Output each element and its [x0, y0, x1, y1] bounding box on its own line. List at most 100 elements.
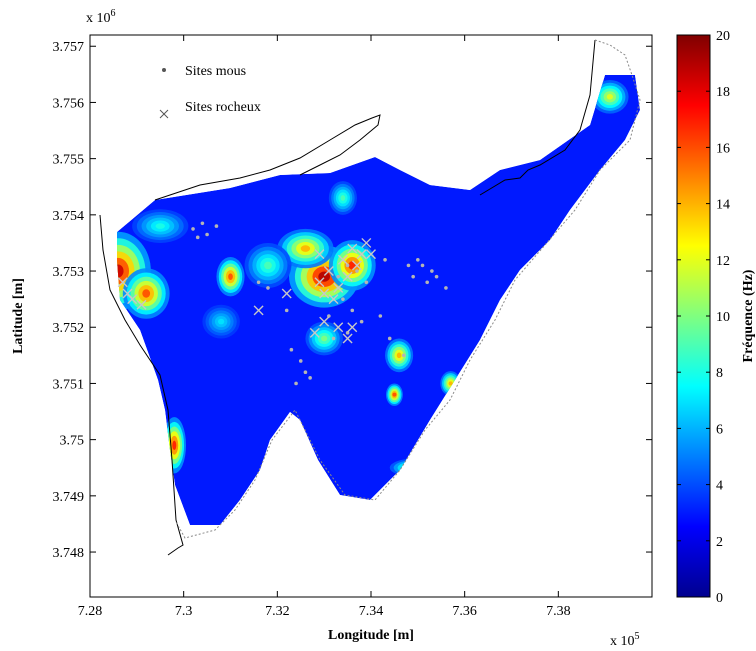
hotspot-8-level-5	[396, 352, 402, 359]
site-rocheux-15	[328, 294, 339, 305]
site-mou-0	[191, 227, 195, 231]
site-mou-28	[294, 381, 298, 386]
hotspot-5-level-5	[228, 273, 233, 280]
y-axis-title: Latitude [m]	[11, 278, 26, 354]
colorbar-tick-label: 12	[716, 254, 730, 269]
y-tick-label: 3.753	[53, 265, 85, 280]
site-rocheux-2	[136, 299, 147, 310]
hotspot-16-level-5	[155, 223, 165, 229]
colorbar-tick-label: 6	[716, 422, 723, 437]
site-mou-24	[444, 286, 448, 290]
field-background	[117, 75, 640, 525]
site-rocheux-stroke	[337, 254, 348, 265]
x-tick-label: 7.3	[175, 604, 193, 619]
site-rocheux-stroke	[333, 282, 344, 293]
site-mou-11	[350, 308, 355, 313]
hotspot-1-level-5	[142, 289, 151, 298]
y-axis: 3.748 3.749 3.75 3.751 3.752 3.753 3.754 3.755 3…	[53, 40, 652, 561]
x-multiplier: x 105	[610, 631, 640, 649]
site-rocheux-17	[309, 327, 320, 338]
x-tick-label: 7.36	[452, 604, 477, 619]
site-rocheux-stroke	[342, 271, 353, 282]
legend: Sites mous Sites rocheux	[159, 64, 261, 119]
legend-mous-label: Sites mous	[185, 64, 246, 79]
y-tick-label: 3.75	[60, 434, 85, 449]
site-mou-9	[341, 297, 345, 301]
site-rocheux-16	[319, 316, 330, 327]
site-rocheux-19	[347, 322, 358, 333]
site-rocheux-stroke	[319, 288, 330, 299]
shoreline-dotted	[175, 39, 641, 539]
site-rocheux-stroke	[356, 249, 367, 260]
site-rocheux-12	[342, 271, 353, 282]
site-rocheux-20	[342, 333, 353, 344]
x-tick-label: 7.32	[265, 604, 290, 619]
site-rocheux-stroke	[314, 249, 325, 260]
site-mou-23	[430, 269, 434, 273]
site-rocheux-23	[314, 277, 325, 288]
site-rocheux-10	[356, 249, 367, 260]
site-mou-25	[289, 347, 294, 352]
site-mou-3	[214, 224, 219, 228]
hotspot-14-level-5	[321, 335, 328, 342]
site-mou-2	[205, 232, 209, 237]
site-rocheux-13	[361, 237, 372, 248]
colorbar-tick-label: 2	[716, 535, 723, 550]
site-rocheux-21	[281, 288, 292, 299]
site-rocheux-3	[117, 277, 128, 288]
site-rocheux-stroke	[117, 277, 128, 288]
site-mou-26	[298, 359, 303, 363]
colorbar-tick-label: 4	[716, 479, 723, 494]
hotspot-10-level-5	[448, 381, 453, 386]
site-mou-22	[434, 274, 439, 279]
site-mou-17	[387, 336, 392, 341]
site-rocheux-stroke	[323, 266, 334, 277]
site-rocheux-stroke	[347, 322, 358, 333]
colorbar-tick-label: 20	[716, 29, 730, 44]
y-multiplier: x 106	[86, 8, 116, 26]
colorbar-tick-label: 18	[716, 85, 730, 100]
legend-rocheux-label: Sites rocheux	[185, 100, 261, 115]
site-rocheux-stroke	[122, 288, 133, 299]
site-rocheux-1	[127, 294, 138, 305]
site-mou-20	[416, 258, 420, 262]
site-rocheux-stroke	[136, 299, 147, 310]
x-tick-label: 7.34	[359, 604, 384, 619]
site-mou-18	[406, 263, 411, 268]
site-rocheux-stroke	[333, 322, 344, 333]
hotspot-7-level-5	[172, 440, 177, 450]
site-rocheux-stroke	[366, 249, 376, 260]
site-mou-12	[359, 319, 364, 324]
site-rocheux-7	[319, 288, 330, 299]
site-mou-8	[364, 280, 369, 285]
coastline-east	[479, 39, 596, 196]
y-tick-label: 3.755	[53, 153, 85, 168]
site-mou-31	[266, 286, 270, 290]
site-rocheux-stroke	[127, 294, 138, 305]
site-mou-32	[256, 280, 261, 285]
hotspot-9-level-5	[392, 392, 397, 397]
legend-mous-marker	[162, 68, 166, 72]
colorbar	[676, 34, 711, 598]
site-rocheux-stroke	[361, 237, 372, 248]
site-rocheux-9	[347, 243, 358, 254]
hotspot-3-level-5	[348, 261, 357, 270]
hotspot-13-level-5	[340, 195, 346, 201]
colorbar-label: Fréquence (Hz)	[741, 269, 756, 362]
site-mou-27	[303, 370, 308, 375]
site-mou-16	[401, 353, 406, 358]
site-mou-5	[336, 274, 341, 279]
site-mou-30	[284, 308, 289, 313]
y-tick-label: 3.748	[53, 546, 85, 561]
site-rocheux-8	[337, 254, 348, 265]
site-rocheux-stroke	[309, 327, 320, 338]
site-rocheux-18	[333, 322, 344, 333]
site-rocheux-6	[333, 282, 344, 293]
site-mou-33	[420, 263, 425, 268]
site-mou-7	[355, 269, 359, 273]
sites-rocheux-layer	[117, 237, 376, 344]
legend-rocheux-marker	[159, 109, 169, 119]
site-rocheux-14	[366, 249, 376, 260]
colorbar-tick-label: 16	[716, 141, 730, 156]
